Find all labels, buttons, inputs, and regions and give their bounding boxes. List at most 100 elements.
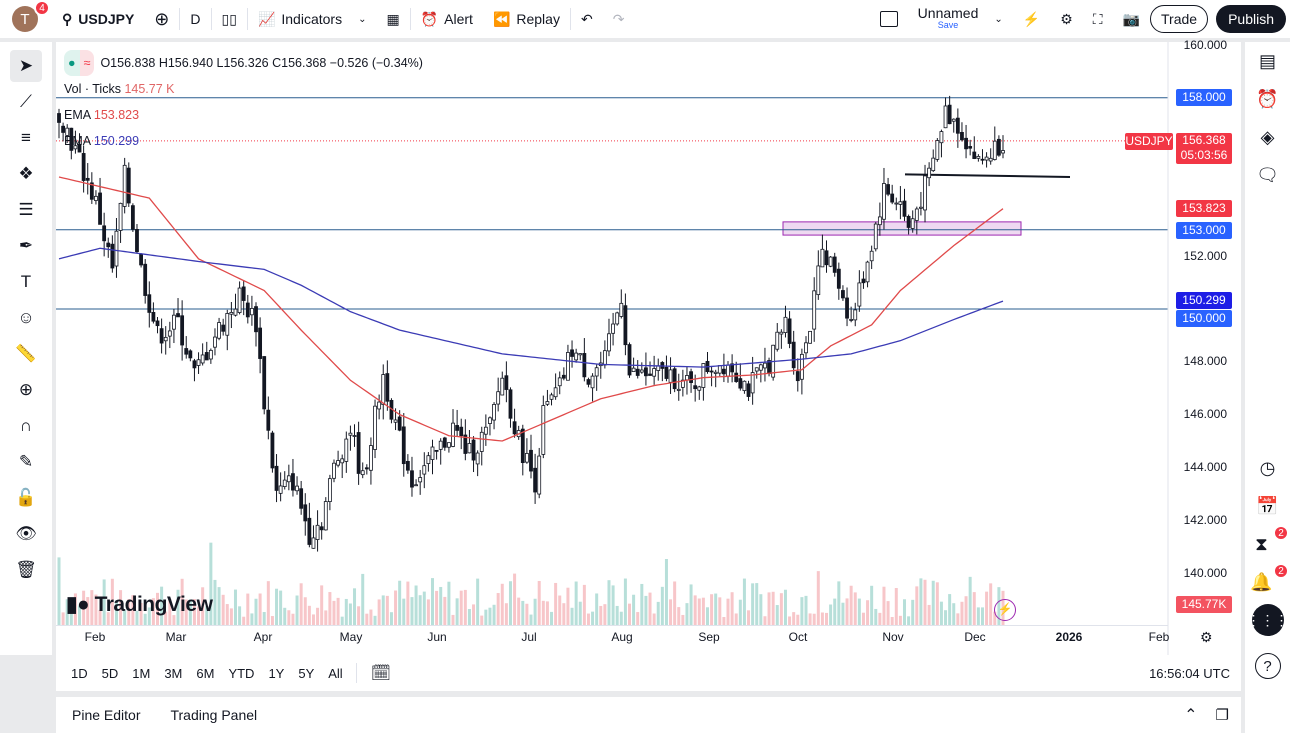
- candle: [968, 146, 973, 149]
- volume-bar: [398, 580, 402, 625]
- candle: [229, 312, 234, 315]
- range-3m[interactable]: 3M: [164, 665, 183, 681]
- clock[interactable]: 16:56:04 UTC: [1149, 665, 1230, 681]
- redo-button[interactable]: ↷: [603, 0, 635, 38]
- volume-bar: [98, 609, 102, 625]
- candle: [644, 367, 648, 377]
- layout-button[interactable]: Unnamed Save ⌄: [870, 0, 1013, 38]
- layers-button[interactable]: ◈: [1245, 118, 1290, 156]
- price-chart[interactable]: [56, 42, 1241, 655]
- volume-bar: [611, 585, 615, 625]
- settings-button[interactable]: ⚙: [1050, 0, 1083, 38]
- forecast-tool[interactable]: ☰: [10, 194, 42, 226]
- volume-label[interactable]: Vol · Ticks: [64, 82, 121, 96]
- lock-drawing-tool[interactable]: ✎: [10, 446, 42, 478]
- volume-bar: [591, 611, 595, 625]
- volume-bar: [90, 590, 94, 625]
- volume-bar: [976, 607, 980, 625]
- ema-value: 153.823: [93, 108, 140, 122]
- maximize-icon[interactable]: ❐: [1215, 707, 1229, 724]
- candle: [492, 404, 496, 421]
- volume-bar: [279, 590, 283, 625]
- trend-line-tool[interactable]: ⟋: [10, 86, 42, 118]
- apps-button[interactable]: ⋮⋮⋮: [1245, 601, 1290, 639]
- time-axis[interactable]: [56, 625, 1168, 655]
- candle: [434, 449, 439, 452]
- volume-bar: [939, 601, 943, 625]
- candle: [426, 455, 431, 464]
- range-6m[interactable]: 6M: [196, 665, 215, 681]
- candle: [623, 305, 628, 346]
- volume-bar: [562, 603, 566, 625]
- magnet-tool[interactable]: ∩: [10, 410, 42, 442]
- resistance-zone: [782, 221, 1022, 236]
- candle: [467, 443, 472, 454]
- symbol-search-button[interactable]: ⚲ USDJPY: [62, 10, 135, 28]
- tab-pine-editor[interactable]: Pine Editor: [72, 707, 141, 723]
- lightning-icon[interactable]: ⚡: [994, 599, 1016, 621]
- chat-button[interactable]: 🗨: [1245, 156, 1290, 194]
- templates-button[interactable]: ▦: [376, 0, 409, 38]
- candle: [401, 426, 406, 465]
- candle: [315, 524, 320, 540]
- tab-trading-panel[interactable]: Trading Panel: [170, 707, 258, 723]
- quick-search-button[interactable]: ⚡: [1013, 0, 1050, 38]
- ema-label[interactable]: EMA: [64, 108, 91, 122]
- range-1m[interactable]: 1M: [132, 665, 151, 681]
- snapshot-button[interactable]: 📷: [1113, 0, 1150, 38]
- trade-button[interactable]: Trade: [1150, 5, 1209, 33]
- lock-all-tool[interactable]: 🔓: [10, 482, 42, 514]
- candle: [685, 375, 689, 381]
- indicators-button[interactable]: 📈 Indicators ⌄: [257, 10, 367, 28]
- fullscreen-button[interactable]: ⛶: [1083, 0, 1113, 38]
- range-5y[interactable]: 5Y: [298, 665, 315, 681]
- volume-bar: [541, 600, 545, 625]
- chart-settings-gear-icon[interactable]: ⚙: [1200, 629, 1213, 645]
- volume-bar: [291, 613, 295, 625]
- compare-symbol-button[interactable]: ⊕: [144, 0, 179, 38]
- chart-area[interactable]: ● ≈ O156.838 H156.940 L156.326 C156.368 −…: [56, 38, 1241, 655]
- candle: [311, 537, 316, 549]
- chevron-up-icon[interactable]: ⌃: [1184, 707, 1198, 724]
- help-button[interactable]: ?: [1245, 647, 1290, 685]
- patterns-tool[interactable]: ❖: [10, 158, 42, 190]
- range-all[interactable]: All: [328, 665, 343, 681]
- text-tool[interactable]: T: [10, 266, 42, 298]
- range-1y[interactable]: 1Y: [268, 665, 285, 681]
- zoom-tool[interactable]: ⊕: [10, 374, 42, 406]
- ema-label[interactable]: EMA: [64, 134, 91, 148]
- remove-drawings-tool[interactable]: 🗑: [10, 554, 42, 586]
- ideas-button[interactable]: ⧗ 2: [1245, 525, 1290, 563]
- volume-bar: [812, 613, 816, 625]
- watchlist-button[interactable]: ▤: [1245, 42, 1290, 80]
- notifications-button[interactable]: 🔔 2: [1245, 563, 1290, 601]
- brush-tool[interactable]: ✒: [10, 230, 42, 262]
- interval-button[interactable]: D: [190, 11, 201, 27]
- chart-type-button[interactable]: ▯▯: [212, 0, 247, 38]
- volume-bar: [742, 578, 746, 625]
- candle: [602, 350, 607, 366]
- cursor-tool[interactable]: ➤: [10, 50, 42, 82]
- goto-date-calendar-icon[interactable]: 🗓: [355, 663, 398, 683]
- alerts-button[interactable]: ⏰: [1245, 80, 1290, 118]
- emoji-tool[interactable]: ☺: [10, 302, 42, 334]
- range-5d[interactable]: 5D: [101, 665, 119, 681]
- hide-drawings-tool[interactable]: 👁: [10, 518, 42, 550]
- candle: [270, 432, 275, 469]
- replay-button[interactable]: ⏪ Replay: [492, 10, 560, 28]
- candle: [689, 371, 693, 383]
- range-1d[interactable]: 1D: [71, 665, 88, 681]
- publish-button[interactable]: Publish: [1216, 5, 1286, 33]
- undo-button[interactable]: ↶: [571, 0, 603, 38]
- fib-tool[interactable]: ≡: [10, 122, 42, 154]
- measure-tool[interactable]: 📏: [10, 338, 42, 370]
- calendar-button[interactable]: 📅: [1245, 487, 1290, 525]
- candle: [266, 409, 271, 431]
- technicals-button[interactable]: ◷: [1245, 449, 1290, 487]
- candle: [143, 263, 148, 296]
- range-ytd[interactable]: YTD: [228, 665, 255, 681]
- alert-button[interactable]: ⏰ Alert: [420, 10, 473, 28]
- candle: [196, 359, 201, 366]
- volume-bar: [734, 613, 738, 625]
